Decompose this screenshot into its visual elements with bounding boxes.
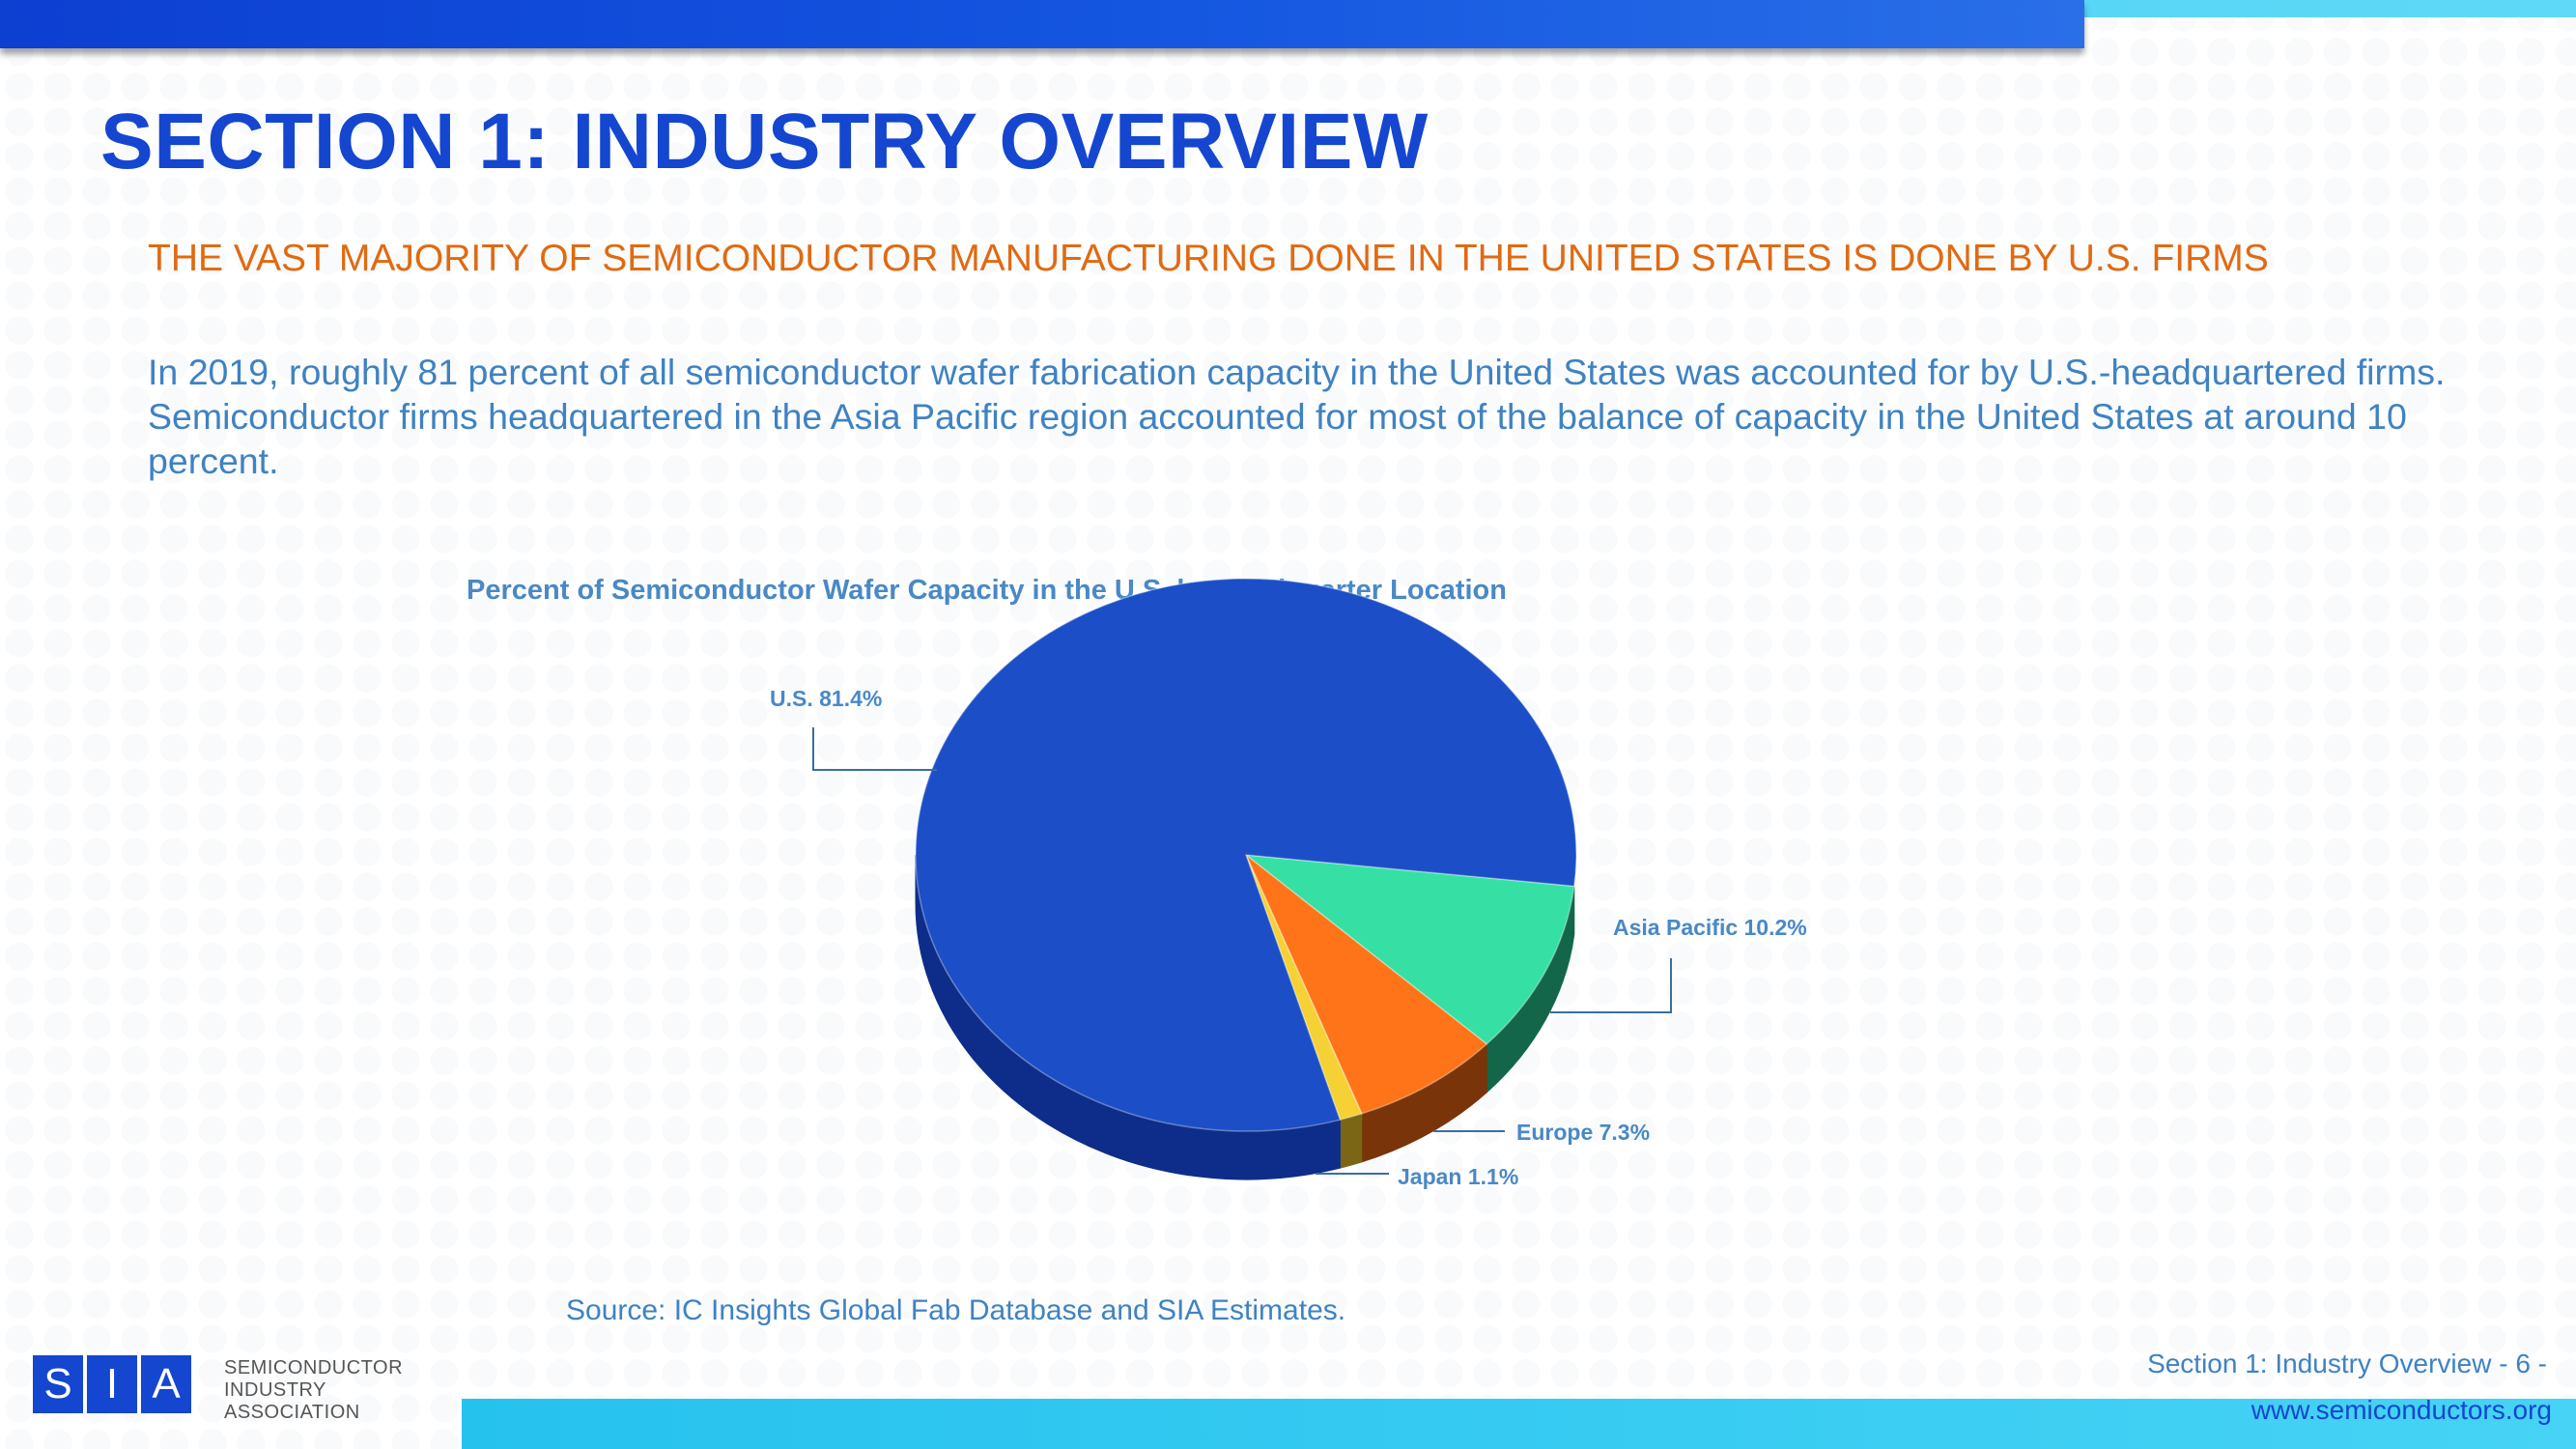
pie-slice-asia-pacific <box>1243 854 1575 1045</box>
pie-slice-europe <box>1245 854 1488 1115</box>
logo-line-1: SEMICONDUCTOR <box>224 1357 404 1378</box>
page-subtitle: THE VAST MAJORITY OF SEMICONDUCTOR MANUF… <box>148 238 2269 279</box>
pie-label-u-s: U.S. 81.4% <box>770 686 882 711</box>
logo-line-3: ASSOCIATION <box>224 1402 360 1423</box>
page-title: SECTION 1: INDUSTRY OVERVIEW <box>100 98 1429 185</box>
pie-slice-japan <box>1245 854 1363 1122</box>
logo-line-2: INDUSTRY <box>224 1379 326 1401</box>
leader-line-u-s <box>812 727 937 771</box>
chart-source: Source: IC Insights Global Fab Database … <box>566 1294 1346 1326</box>
logo-letter-a: A <box>141 1355 191 1413</box>
footer-section-label: Section 1: Industry Overview - 6 - <box>2147 1349 2547 1378</box>
pie-side-u-s <box>915 854 1341 1180</box>
logo-letter-s: S <box>33 1355 83 1413</box>
pie-sides <box>915 854 1575 1180</box>
pie-tops <box>915 578 1577 1132</box>
pie-label-japan: Japan 1.1% <box>1398 1164 1518 1189</box>
leader-line-asia-pacific <box>1550 958 1672 1013</box>
pie-labels: U.S. 81.4% Asia Pacific 10.2% Europe 7.3% J… <box>770 686 1807 1189</box>
footer-url-link[interactable]: www.semiconductors.org <box>2250 1395 2552 1425</box>
pie-slice-u-s <box>915 578 1577 1132</box>
pie-label-europe: Europe 7.3% <box>1516 1120 1650 1145</box>
logo-wordmark: SEMICONDUCTOR INDUSTRY ASSOCIATION <box>224 1357 403 1424</box>
logo-letter-i: I <box>87 1355 137 1413</box>
pie-label-asia-pacific: Asia Pacific 10.2% <box>1613 915 1807 940</box>
bottom-accent-bar <box>462 1399 2576 1449</box>
top-banner-bar <box>0 0 2084 48</box>
pie-side-japan <box>1339 1113 1363 1169</box>
summary-paragraph: In 2019, roughly 81 percent of all semic… <box>148 352 2446 481</box>
